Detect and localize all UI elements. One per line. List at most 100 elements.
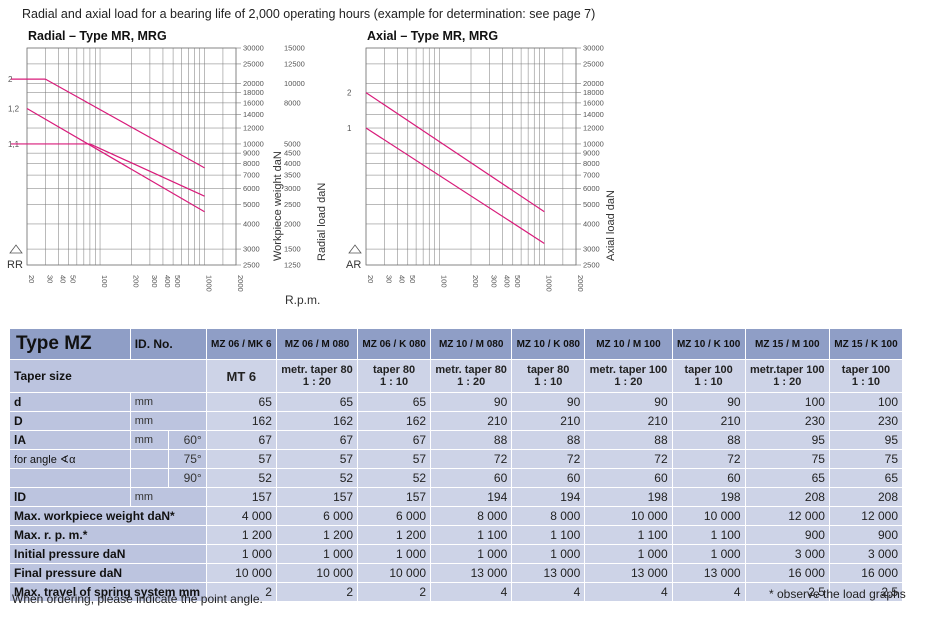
- row-unit: mm: [130, 411, 207, 431]
- factor-label: 2: [347, 89, 352, 98]
- table-row: d mm 65 65 65 90 90 90 90 100 100: [10, 392, 904, 412]
- taper-ratio: 1 : 10: [380, 376, 409, 388]
- y-tick-label: 25000: [583, 59, 604, 68]
- series-line: [45, 78, 205, 169]
- y2-tick-label: 1500: [284, 245, 301, 254]
- row-label: for angle ∢α: [10, 449, 131, 469]
- value-cell: 90: [584, 392, 673, 412]
- row-label: d: [10, 392, 131, 412]
- column-header: MZ 15 / M 100: [745, 329, 830, 360]
- row-label: D: [10, 411, 131, 431]
- value-cell: 88: [511, 430, 586, 450]
- row-unit: [130, 468, 169, 488]
- value-cell: 210: [511, 411, 586, 431]
- value-cell: 12 000: [829, 506, 904, 526]
- y-tick-label: 7000: [243, 171, 260, 180]
- intro-text: Radial and axial load for a bearing life…: [22, 7, 596, 21]
- value-cell: 65: [745, 468, 830, 488]
- value-cell: 10 000: [276, 563, 359, 583]
- value-cell: 13 000: [511, 563, 586, 583]
- taper-name: metr. taper 100: [589, 364, 668, 376]
- column-header: MZ 10 / K 080: [511, 329, 586, 360]
- column-header: MZ 06 / M 080: [276, 329, 359, 360]
- y-tick-label: 6000: [243, 184, 260, 193]
- taper-name: MT 6: [226, 368, 257, 384]
- y2-tick-label: 2000: [284, 219, 301, 228]
- y-tick-label: 4000: [243, 219, 260, 228]
- value-cell: 88: [584, 430, 673, 450]
- taper-cell: metr. taper 100 1 : 20: [584, 359, 673, 393]
- value-cell: 100: [745, 392, 830, 412]
- taper-cell: metr. taper 80 1 : 20: [276, 359, 359, 393]
- value-cell: 157: [206, 487, 277, 507]
- row-unit: mm: [130, 392, 207, 412]
- y-tick-label: 9000: [583, 149, 600, 158]
- factor-label: 1,2: [8, 105, 20, 114]
- x-tick-label: 40: [58, 275, 67, 283]
- y-tick-label: 2500: [243, 261, 260, 270]
- series-line: [365, 92, 545, 213]
- value-cell: 4: [584, 582, 673, 602]
- axial-chart-title: Axial – Type MR, MRG: [367, 29, 499, 43]
- value-cell: 65: [829, 468, 904, 488]
- type-label: Type MZ: [10, 329, 131, 360]
- value-cell: 1 000: [430, 544, 513, 564]
- y2-tick-label: 15000: [284, 44, 305, 53]
- taper-name: taper 100: [841, 364, 891, 376]
- value-cell: 4: [430, 582, 513, 602]
- value-cell: 72: [430, 449, 513, 469]
- value-cell: 16 000: [829, 563, 904, 583]
- y-tick-label: 12000: [583, 124, 604, 133]
- value-cell: 57: [357, 449, 432, 469]
- taper-ratio: 1 : 10: [534, 376, 563, 388]
- value-cell: 198: [584, 487, 673, 507]
- column-header: MZ 06 / MK 6: [206, 329, 277, 360]
- y-tick-label: 16000: [243, 98, 264, 107]
- load-graph-footnote: * observe the load graphs: [769, 587, 906, 601]
- radial-chart-title: Radial – Type MR, MRG: [28, 29, 167, 43]
- taper-ratio: 1 : 20: [302, 376, 332, 388]
- y-tick-label: 30000: [243, 44, 264, 53]
- taper-ratio: 1 : 20: [614, 376, 643, 388]
- value-cell: 4 000: [206, 506, 277, 526]
- taper-ratio: 1 : 10: [694, 376, 723, 388]
- table-row: Max. travel of spring system mm 2 2 2 4 4 4 4 2,…: [10, 582, 904, 602]
- y2-tick-label: 10000: [284, 79, 305, 88]
- value-cell: 3 000: [829, 544, 904, 564]
- value-cell: 57: [276, 449, 359, 469]
- value-cell: 65: [357, 392, 432, 412]
- taper-ratio: 1 : 20: [773, 376, 802, 388]
- x-tick-label: 2000: [236, 275, 245, 292]
- y-tick-label: 8000: [583, 159, 600, 168]
- table-row: for angle ∢α 75° 57 57 57 72 72 72 72 75 75: [10, 449, 904, 469]
- value-cell: 2,5: [745, 582, 830, 602]
- taper-cell: taper 100 1 : 10: [672, 359, 746, 393]
- value-cell: 75: [745, 449, 830, 469]
- value-cell: 60: [672, 468, 746, 488]
- value-cell: 4: [511, 582, 586, 602]
- ordering-note: When ordering, please indicate the point…: [12, 592, 263, 606]
- value-cell: 1 000: [276, 544, 359, 564]
- row-unit: mm: [130, 487, 207, 507]
- value-cell: 8 000: [430, 506, 513, 526]
- specification-table: Type MZ ID. No. MZ 06 / MK 6 MZ 06 / M 0…: [10, 329, 904, 602]
- row-label: Final pressure daN: [10, 563, 207, 583]
- value-cell: 1 100: [430, 525, 513, 545]
- value-cell: 2: [206, 582, 277, 602]
- y-tick-label: 16000: [583, 98, 604, 107]
- x-tick-label: 1000: [544, 275, 553, 292]
- x-tick-label: 20: [27, 275, 36, 283]
- row-label: Max. workpiece weight daN*: [10, 506, 207, 526]
- y-tick-label: 25000: [243, 59, 264, 68]
- value-cell: 95: [829, 430, 904, 450]
- taper-cell: metr. taper 80 1 : 20: [430, 359, 513, 393]
- x-tick-label: 300: [150, 275, 159, 288]
- value-cell: 90: [430, 392, 513, 412]
- taper-name: metr. taper 80: [281, 364, 353, 376]
- value-cell: 95: [745, 430, 830, 450]
- y-tick-label: 9000: [243, 149, 260, 158]
- value-cell: 2,5: [829, 582, 904, 602]
- row-angle: 90°: [168, 468, 207, 488]
- row-angle: 60°: [168, 430, 207, 450]
- taper-ratio: 1 : 20: [457, 376, 486, 388]
